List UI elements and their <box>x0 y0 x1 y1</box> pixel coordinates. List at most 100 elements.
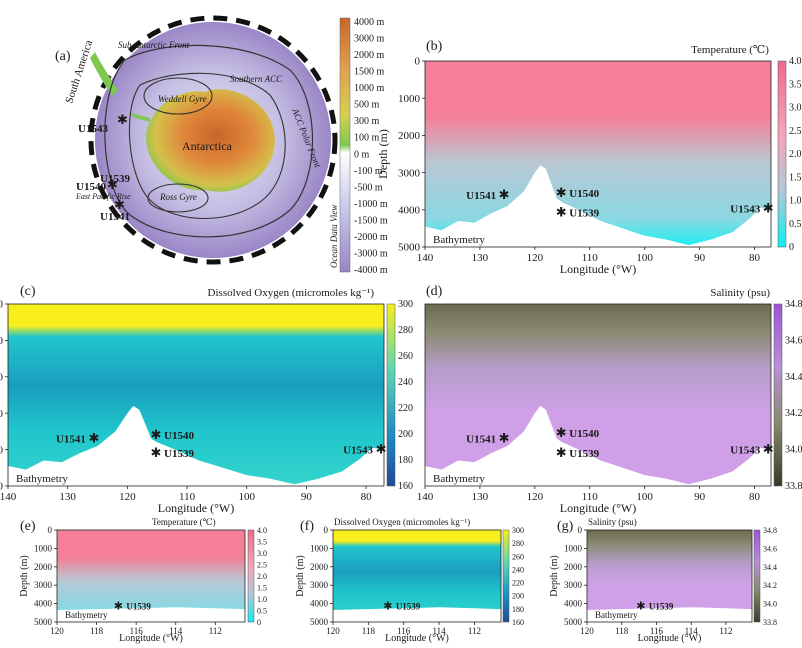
map-panel: (a) Sub Antarctic Front South America We… <box>55 15 388 276</box>
colorbar-tick-label: 34.0 <box>763 600 777 609</box>
x-tick-label: 114 <box>169 626 183 636</box>
x-tick-label: 114 <box>433 626 447 636</box>
polar-front-path <box>128 72 286 220</box>
y-tick-label: 0 <box>415 56 421 68</box>
colorbar-tick-label: 3.5 <box>789 79 802 90</box>
x-tick-label: 140 <box>0 491 17 503</box>
map-border <box>88 15 338 265</box>
y-tick-label: 0 <box>324 525 329 535</box>
y-tick-label: 4000 <box>34 599 53 609</box>
colorbar-tick-label: 33.8 <box>785 481 802 492</box>
x-tick-label: 118 <box>615 626 629 636</box>
colorbar-tick-label: 1.5 <box>789 172 802 183</box>
map-site-u1540-label: U1540 <box>76 181 106 193</box>
y-tick-label: 2000 <box>564 562 583 572</box>
weddell-gyre-label: Weddell Gyre <box>158 94 207 104</box>
colorbar-tick-label: 240 <box>512 565 524 574</box>
x-tick-label: 114 <box>685 626 699 636</box>
x-tick-label: 80 <box>749 491 761 503</box>
plot-frame-e <box>56 529 246 623</box>
section-field-e <box>57 530 245 622</box>
section-field-g <box>587 530 752 622</box>
x-tick-label: 80 <box>361 491 373 503</box>
y-tick-label: 4000 <box>0 444 4 456</box>
colorbar-tick-label: 33.8 <box>763 618 777 627</box>
station-marker: ✱ <box>499 187 510 202</box>
colorbar-tick-label: 280 <box>398 325 413 336</box>
y-tick-label: 2000 <box>34 562 53 572</box>
x-axis-label: Longitude (°W) <box>119 633 183 644</box>
colorbar-tick-label: 0 <box>789 242 794 253</box>
antarctica-landmass <box>146 89 275 192</box>
station-label: U1539 <box>649 601 674 611</box>
colorbar-tick-label: 34.2 <box>785 408 802 419</box>
antarctic-peninsula <box>128 112 150 122</box>
acc-front-path <box>104 44 313 238</box>
x-axis-label: Longitude (°W) <box>158 501 234 515</box>
chart-title-g: Salinity (psu) <box>588 517 637 527</box>
elevation-tick-label: 300 m <box>354 116 380 127</box>
colorbar-tick-label: 240 <box>398 377 413 388</box>
colorbar-tick-label: 1.5 <box>257 584 267 593</box>
x-tick-label: 118 <box>90 626 104 636</box>
y-tick-label: 0 <box>0 299 4 311</box>
y-tick-label: 0 <box>578 525 583 535</box>
colorbar-tick-label: 34.4 <box>785 372 802 383</box>
station-marker: ✱ <box>763 442 774 457</box>
y-tick-label: 3000 <box>0 408 4 420</box>
elevation-tick-label: 0 m <box>354 149 370 160</box>
colorbar-tick-label: 160 <box>398 481 413 492</box>
y-tick-label: 5000 <box>0 481 4 493</box>
panel-label-d: (d) <box>426 284 443 299</box>
colorbar-b <box>777 60 787 248</box>
x-axis-label: Longitude (°W) <box>385 633 449 644</box>
station-marker: ✱ <box>151 427 162 442</box>
elevation-tick-label: 1000 m <box>354 83 385 94</box>
station-label: U1543 <box>343 445 373 457</box>
x-tick-label: 112 <box>209 626 222 636</box>
colorbar-tick-label: 220 <box>512 579 524 588</box>
colorbar-tick-label: 34.0 <box>785 445 802 456</box>
x-tick-label: 80 <box>749 252 761 264</box>
colorbar-tick-label: 180 <box>398 455 413 466</box>
chart-panel-b: 140 130 120 110 100 90 80 0 1000 2000 3000 4000 5000… <box>376 39 802 276</box>
colorbar-tick-label: 180 <box>512 605 524 614</box>
east-pacific-rise-label: East Pacific Rise <box>75 192 131 201</box>
weddell-gyre-path <box>143 77 213 115</box>
chart-panel-f: 120 118 116 114 112 0 1000 2000 3000 4000 5000 Long… <box>295 517 524 644</box>
elevation-colorbar <box>339 17 351 273</box>
panel-a-label: (a) <box>55 49 71 64</box>
y-tick-label: 1000 <box>310 543 329 553</box>
y-tick-label: 5000 <box>310 617 329 627</box>
bathymetry-mask-b <box>425 165 771 247</box>
colorbar-tick-label: 4.0 <box>789 56 802 67</box>
ross-gyre-path <box>147 183 209 213</box>
chart-title-b: Temperature (℃) <box>691 44 769 56</box>
station-marker: ✱ <box>556 425 567 440</box>
station-label: U1540 <box>164 430 194 442</box>
x-tick-label: 130 <box>472 252 489 264</box>
station-label: U1539 <box>396 601 421 611</box>
station-marker: ✱ <box>763 200 774 215</box>
chart-panel-d: 140 130 120 110 100 90 80 Longitude (°W) Salinit… <box>417 284 802 515</box>
y-tick-label: 5000 <box>34 617 53 627</box>
y-tick-label: 5000 <box>398 242 421 254</box>
colorbar-tick-label: 34.8 <box>763 526 777 535</box>
colorbar-g <box>753 529 761 623</box>
elevation-tick-label: -1000 m <box>354 199 388 210</box>
x-tick-label: 116 <box>130 626 144 636</box>
southern-acc-label: Southern ACC <box>230 74 283 84</box>
x-tick-label: 120 <box>50 626 64 636</box>
x-tick-label: 140 <box>417 491 434 503</box>
colorbar-tick-label: 0.5 <box>789 219 802 230</box>
section-plots: 140 130 120 110 100 90 80010002000300040005000… <box>0 39 802 644</box>
y-tick-label: 5000 <box>564 617 583 627</box>
plot-frame-b <box>424 60 772 248</box>
y-axis-label: Depth (m) <box>295 555 306 596</box>
x-tick-label: 112 <box>719 626 732 636</box>
bathymetry-mask-d <box>425 405 771 486</box>
colorbar-tick-label: 2.0 <box>789 149 802 160</box>
elevation-tick-label: -100 m <box>354 166 383 177</box>
station-marker: ✱ <box>556 185 567 200</box>
